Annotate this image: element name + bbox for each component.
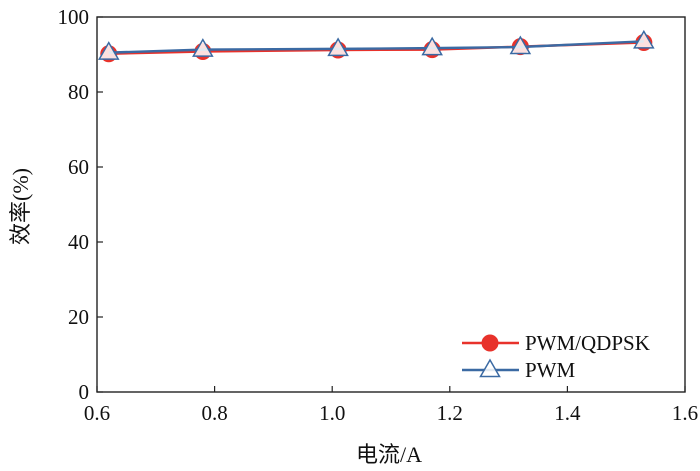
- plot-frame: [96, 16, 686, 393]
- legend: PWM/QDPSK PWM: [462, 331, 650, 382]
- x-tick-label: 0.6: [84, 401, 110, 425]
- data-point: [509, 35, 532, 55]
- series-layer: [97, 29, 655, 63]
- data-point: [633, 29, 655, 49]
- y-tick-label: 0: [79, 380, 90, 404]
- data-point: [327, 37, 349, 57]
- y-tick-label: 60: [68, 155, 89, 179]
- series-pwm: [97, 29, 655, 60]
- y-tick-label: 20: [68, 305, 89, 329]
- y-tick-label: 80: [68, 80, 89, 104]
- legend-marker: [481, 334, 499, 352]
- data-point: [192, 38, 214, 57]
- x-tick-label: 1.4: [554, 401, 581, 425]
- legend-item: PWM/QDPSK: [462, 331, 650, 355]
- axes: 0.6 0.8 1.0 1.2 1.4 1.6 0 20 40 60 80 100 电流/A 效率(%): [8, 5, 698, 467]
- y-tick-label: 100: [58, 5, 90, 29]
- data-point: [97, 41, 120, 60]
- y-tick-label: 40: [68, 230, 89, 254]
- x-tick-label: 0.8: [201, 401, 227, 425]
- legend-label: PWM: [525, 358, 576, 382]
- x-axis-title: 电流/A: [356, 442, 422, 467]
- y-axis-title: 效率(%): [8, 168, 33, 245]
- legend-label: PWM/QDPSK: [525, 331, 650, 355]
- x-tick-label: 1.6: [672, 401, 698, 425]
- legend-item: PWM: [462, 358, 576, 382]
- data-point: [421, 36, 443, 56]
- x-tick-label: 1.2: [437, 401, 463, 425]
- series-line: [108, 40, 644, 54]
- x-tick-label: 1.0: [319, 401, 345, 425]
- legend-marker: [479, 358, 501, 378]
